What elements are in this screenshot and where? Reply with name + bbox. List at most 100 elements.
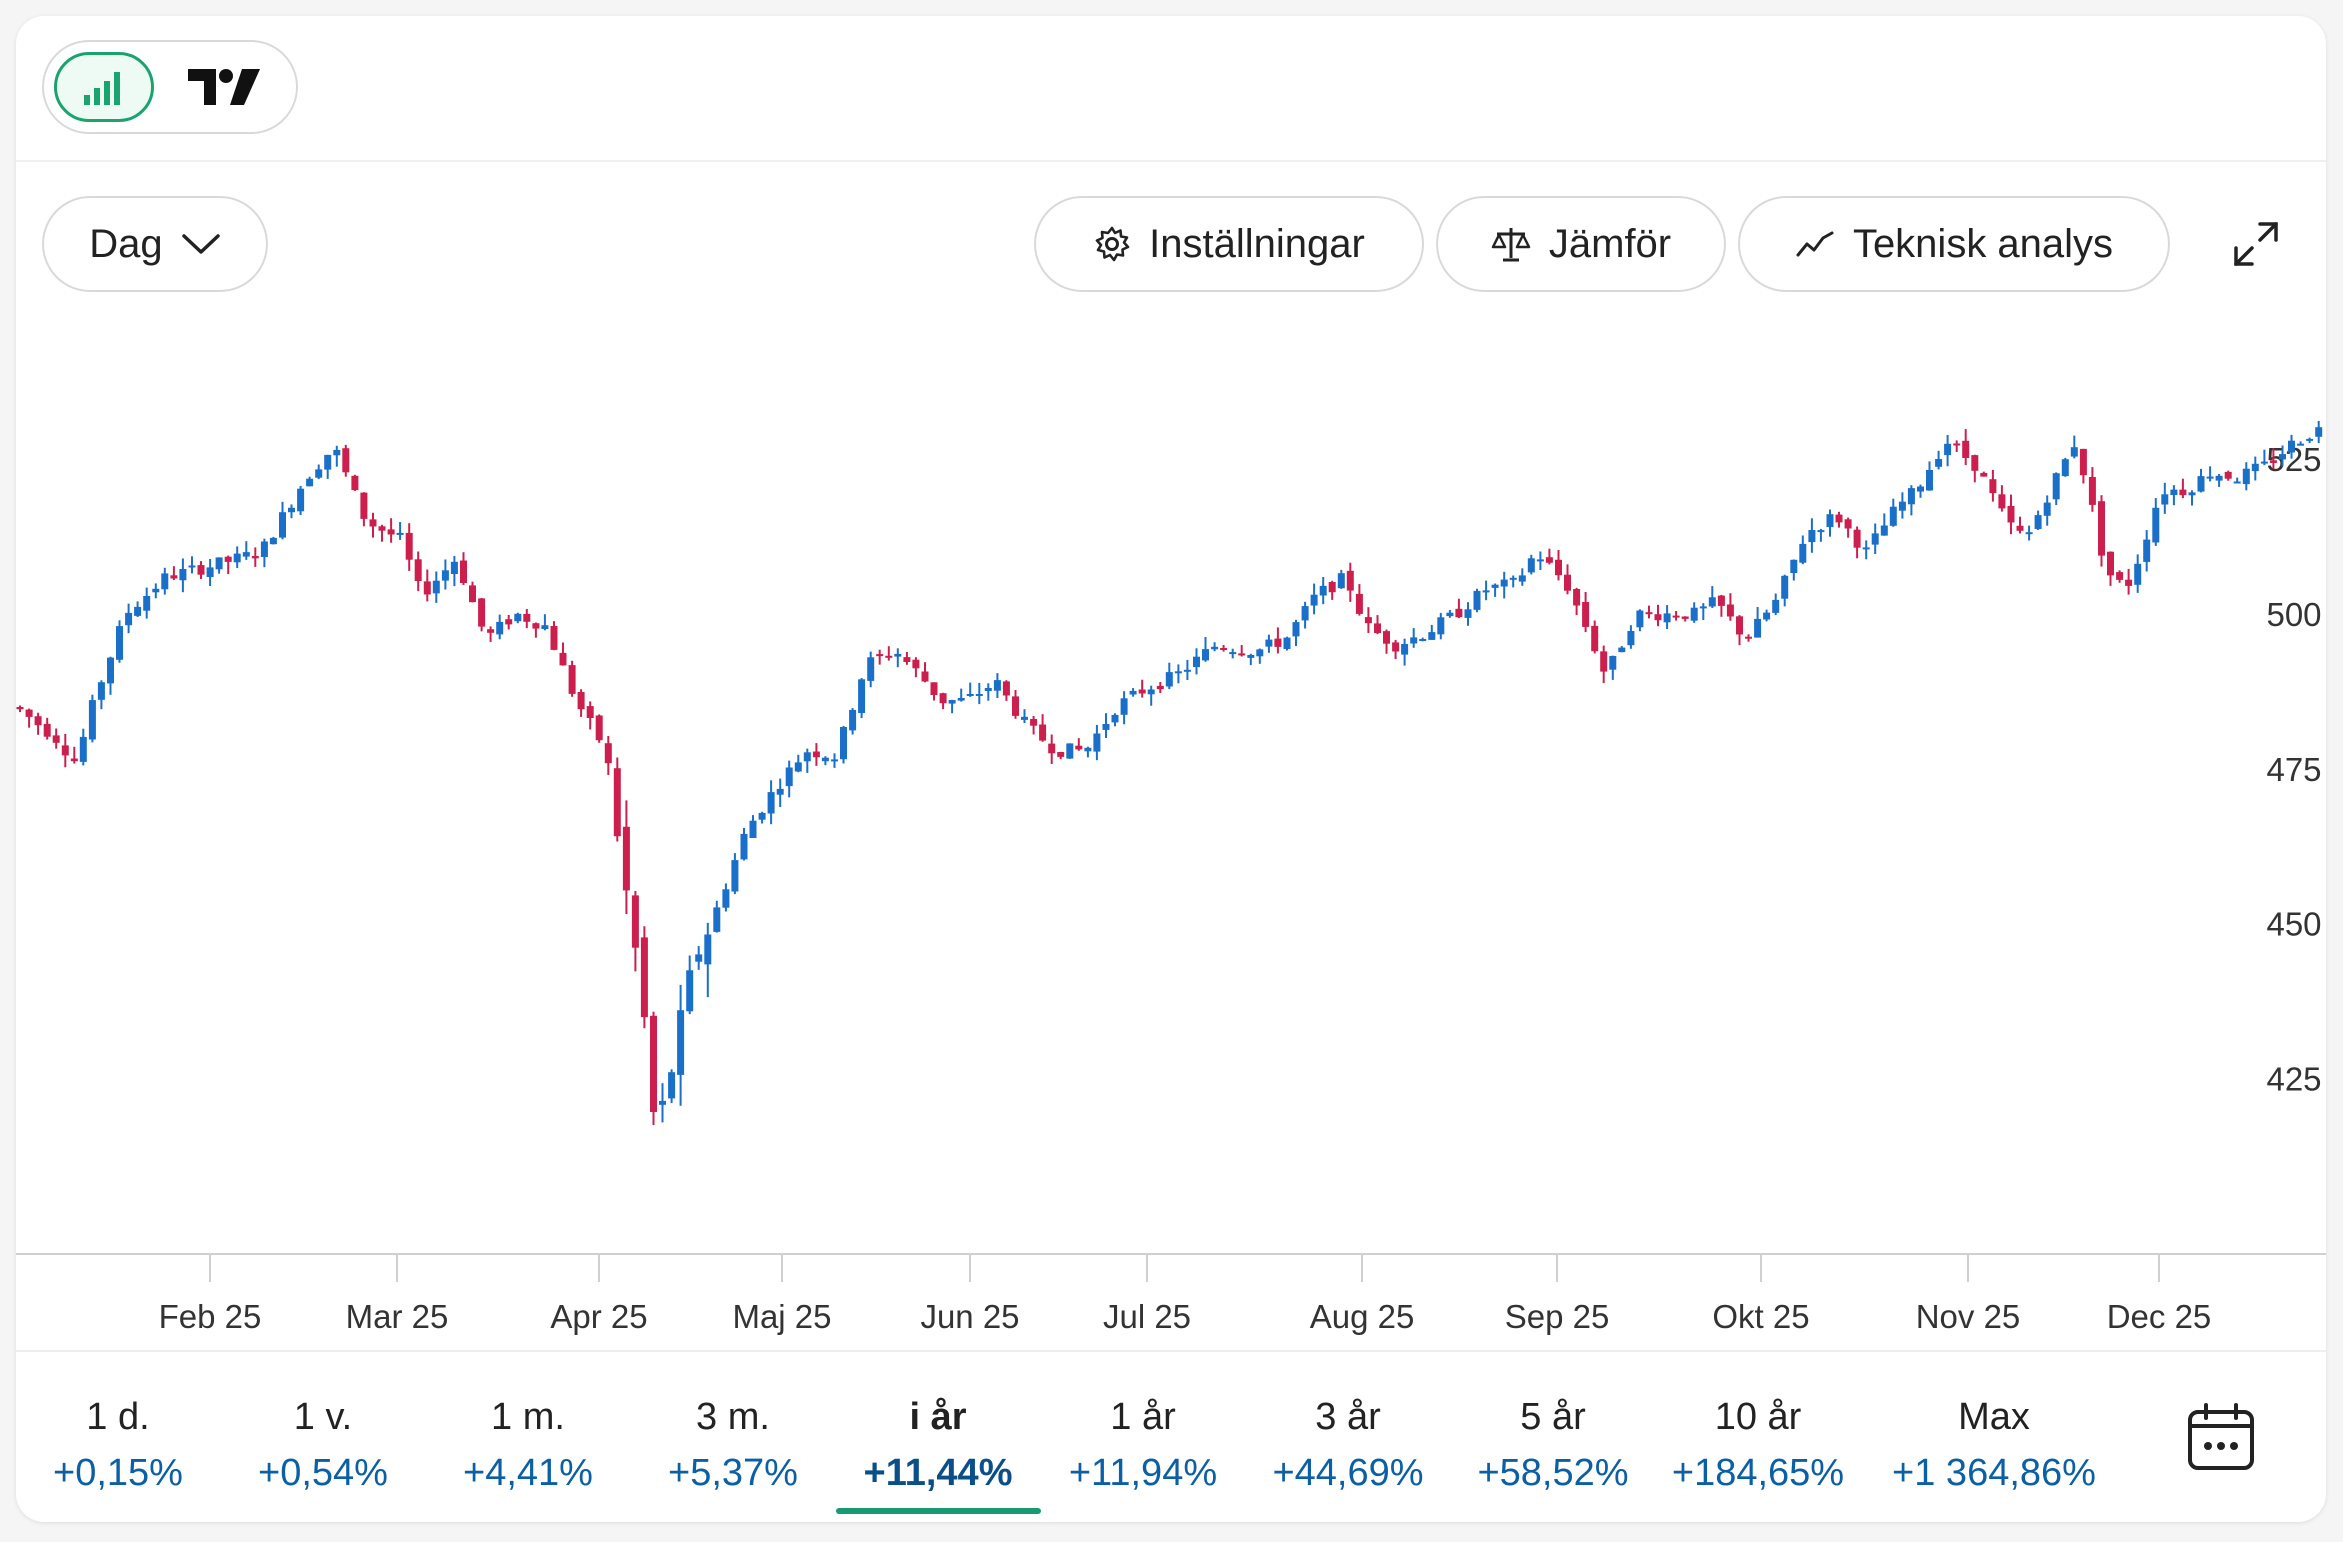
candle	[387, 518, 395, 543]
expand-button[interactable]	[2228, 216, 2284, 272]
chevron-down-icon	[181, 231, 221, 257]
y-tick-label: 475	[2266, 751, 2321, 788]
candle	[1645, 605, 1653, 619]
technical-analysis-button[interactable]: Teknisk analys	[1738, 196, 2170, 292]
candle	[2197, 468, 2205, 493]
period-tab-1[interactable]: 1 v. +0,54%	[221, 1352, 426, 1522]
candle	[713, 900, 721, 933]
candle	[1627, 625, 1635, 649]
candle	[1229, 648, 1237, 659]
candle	[16, 705, 24, 713]
candle	[686, 955, 694, 1015]
compare-label: Jämför	[1548, 221, 1672, 266]
settings-button[interactable]: Inställningar	[1034, 196, 1424, 292]
candle	[821, 756, 829, 766]
candle	[1283, 636, 1291, 651]
period-label: i år	[909, 1396, 967, 1438]
candle	[279, 501, 286, 540]
candle	[840, 725, 847, 764]
period-tab-3[interactable]: 3 m. +5,37%	[631, 1352, 836, 1522]
candle	[1509, 575, 1517, 588]
candle	[1183, 659, 1191, 680]
candle	[161, 567, 169, 595]
candle	[487, 626, 495, 642]
expand-icon	[2234, 222, 2278, 266]
y-tick-label: 450	[2266, 906, 2321, 943]
candle	[2161, 482, 2169, 514]
scale-icon	[1491, 225, 1531, 263]
price-chart[interactable]: Feb 25 Mar 25 Apr 25 Maj 25 Jun 25 Jul 25 Aug …	[16, 306, 2326, 1366]
candlestick-chart[interactable]: Feb 25 Mar 25 Apr 25 Maj 25 Jun 25 Jul 25 Aug …	[16, 306, 2326, 1366]
candle	[1174, 664, 1182, 684]
candle	[867, 651, 875, 688]
candle	[631, 891, 639, 972]
x-tick-label: Mar 25	[346, 1298, 449, 1335]
settings-label: Inställningar	[1149, 221, 1365, 266]
period-tab-0[interactable]: 1 d. +0,15%	[16, 1352, 221, 1522]
candle	[903, 652, 911, 665]
x-tick-label: Sep 25	[1505, 1298, 1610, 1335]
chart-view-button[interactable]	[54, 52, 154, 122]
tradingview-logo-icon	[188, 69, 260, 105]
candle	[324, 454, 332, 479]
y-tick-label: 500	[2266, 596, 2321, 633]
candle	[1021, 709, 1028, 723]
candle	[2315, 421, 2323, 443]
candle	[450, 556, 458, 587]
candle	[1419, 637, 1427, 642]
candle	[1156, 682, 1164, 693]
period-label: 1 m.	[491, 1396, 565, 1438]
calendar-button[interactable]	[2186, 1402, 2256, 1472]
candle	[2034, 510, 2042, 530]
period-tab-9[interactable]: Max +1 364,86%	[1864, 1352, 2124, 1522]
period-tab-6[interactable]: 3 år +44,69%	[1246, 1352, 1451, 1522]
compare-button[interactable]: Jämför	[1436, 196, 1726, 292]
active-underline	[835, 1508, 1041, 1514]
candle	[1030, 716, 1038, 735]
candle	[622, 800, 630, 914]
candle	[52, 728, 60, 749]
chart-toolbar: Dag Inställningar	[16, 196, 2326, 296]
x-tick-label: Feb 25	[159, 1298, 262, 1335]
candle	[1337, 569, 1345, 589]
tradingview-button[interactable]	[182, 64, 266, 110]
candle	[1944, 435, 1952, 467]
period-tab-2[interactable]: 1 m. +4,41%	[426, 1352, 631, 1522]
candle	[1726, 593, 1734, 621]
candle	[2260, 449, 2268, 466]
candle	[758, 811, 766, 824]
candle	[1147, 685, 1155, 706]
candle	[1057, 751, 1065, 760]
candle	[1772, 593, 1780, 616]
candle	[1075, 738, 1083, 751]
candle	[1817, 528, 1825, 542]
candle	[1907, 485, 1915, 516]
candle	[2007, 494, 2015, 535]
candle	[1066, 743, 1074, 759]
period-tab-5[interactable]: 1 år +11,94%	[1041, 1352, 1246, 1522]
candle	[1971, 454, 1979, 483]
candle	[1301, 601, 1309, 629]
interval-select[interactable]: Dag	[42, 196, 268, 292]
period-tab-8[interactable]: 10 år +184,65%	[1656, 1352, 1861, 1522]
candle	[785, 760, 793, 798]
period-change: +0,54%	[258, 1452, 388, 1494]
candle	[1953, 440, 1961, 452]
period-tab-7[interactable]: 5 år +58,52%	[1451, 1352, 1656, 1522]
candle	[315, 464, 323, 480]
candle	[1012, 690, 1019, 719]
candle	[432, 571, 440, 603]
period-label: 1 d.	[86, 1396, 150, 1438]
period-tab-4[interactable]: i år +11,44%	[835, 1352, 1041, 1522]
candle	[1808, 518, 1816, 553]
candle	[1636, 609, 1644, 632]
bar-chart-icon	[84, 72, 120, 105]
candle	[2052, 472, 2060, 505]
candle	[70, 746, 78, 764]
candle	[1193, 648, 1200, 675]
period-change: +5,37%	[668, 1452, 798, 1494]
candle	[966, 682, 974, 697]
x-tick-label: Nov 25	[1916, 1298, 2021, 1335]
candle	[668, 1069, 676, 1104]
candle	[97, 680, 105, 710]
